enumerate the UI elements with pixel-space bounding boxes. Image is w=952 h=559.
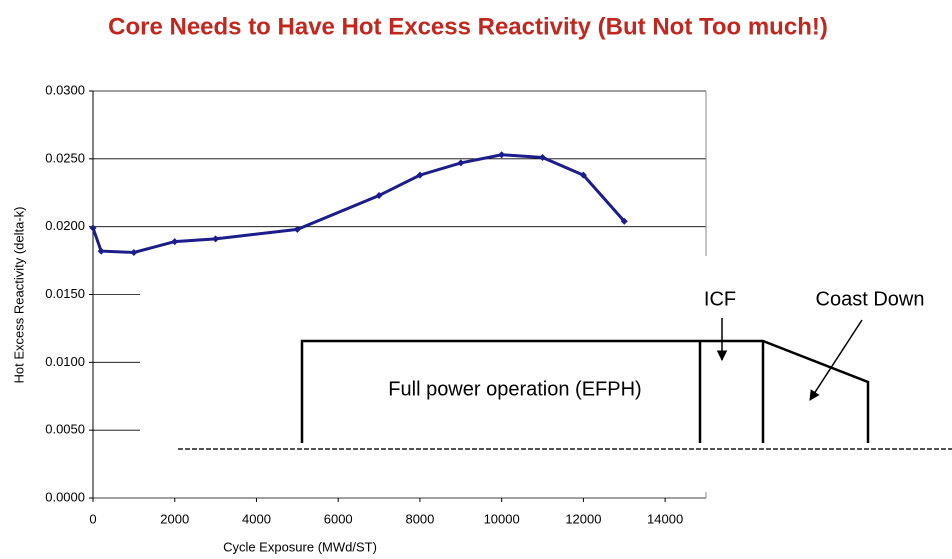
data-line: [91, 153, 626, 254]
overlay-background: [140, 256, 952, 492]
data-point: [457, 159, 465, 167]
x-tick-label: 6000: [324, 511, 353, 526]
data-point: [498, 151, 506, 159]
x-tick-label: 4000: [242, 511, 271, 526]
y-axis-label: Hot Excess Reactivity (delta-k): [11, 207, 26, 384]
data-point: [539, 153, 547, 161]
annotation: Coast Down: [816, 288, 925, 310]
y-tick-label: 0.0100: [45, 354, 85, 369]
y-tick-label: 0.0000: [45, 489, 85, 504]
data-point: [416, 171, 424, 179]
y-tick-label: 0.0150: [45, 286, 85, 301]
x-tick-label: 10000: [484, 511, 520, 526]
data-point: [171, 238, 179, 246]
slide-title: Core Needs to Have Hot Excess Reactivity…: [108, 13, 828, 40]
x-tick-label: 14000: [647, 511, 683, 526]
x-tick-label: 12000: [565, 511, 601, 526]
operation-outline: [300, 318, 870, 443]
data-point: [130, 248, 138, 256]
data-point: [293, 225, 301, 233]
x-tick-label: 8000: [405, 511, 434, 526]
annotation: ICF: [704, 288, 736, 310]
y-tick-label: 0.0300: [45, 82, 85, 97]
x-tick-label: 2000: [160, 511, 189, 526]
data-point: [212, 235, 220, 243]
overlay-diagram: ICF Coast Down Full power operation (EFP…: [140, 256, 952, 492]
arrow: [809, 319, 863, 401]
data-point: [375, 191, 383, 199]
data-point: [579, 171, 587, 179]
y-tick-label: 0.0200: [45, 218, 85, 233]
x-axis-label: Cycle Exposure (MWd/ST): [223, 539, 377, 554]
data-point: [89, 224, 97, 232]
y-tick-label: 0.0050: [45, 422, 85, 437]
data-point: [620, 217, 628, 225]
y-tick-label: 0.0250: [45, 150, 85, 165]
data-point: [97, 247, 105, 255]
annotation: Full power operation (EFPH): [388, 378, 641, 400]
x-tick-label: 0: [89, 511, 96, 526]
